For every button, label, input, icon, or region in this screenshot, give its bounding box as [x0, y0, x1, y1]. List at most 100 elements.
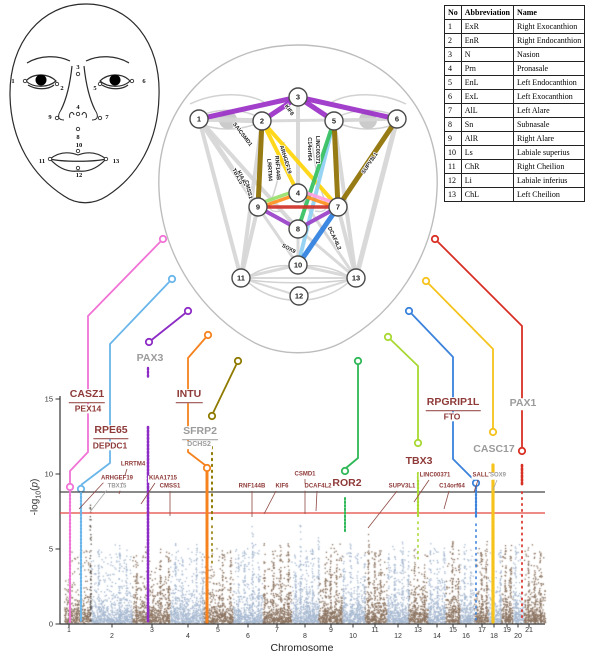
table-cell: AlL [460, 103, 514, 118]
table-cell: Subnasale [512, 117, 586, 132]
x-tick-label: 17 [478, 627, 486, 634]
x-tick-label: 15 [449, 627, 457, 634]
landmark-number: 3 [76, 64, 80, 71]
connector-circle [517, 446, 527, 456]
gene-label-small: RNF144B [237, 483, 267, 491]
x-tick-label: 3 [150, 627, 154, 634]
gene-label-small: SOX9 [488, 472, 508, 480]
network-node-number: 13 [352, 274, 360, 283]
connector-circle [203, 330, 213, 340]
connector-line [212, 360, 239, 414]
table-row: 4 Prn Pronasale [444, 61, 586, 76]
table-cell: ChR [460, 159, 514, 174]
network-edge [256, 205, 300, 267]
table-cell: 13 [444, 187, 462, 202]
landmark-number: 5 [93, 85, 97, 92]
table-cell: Right Endocanthion [512, 33, 586, 48]
gene-label: RPGRIP1L [425, 397, 481, 411]
secondary-locus-pointer [492, 479, 498, 491]
table-cell: Left Alare [512, 103, 586, 118]
gene-label-small: KIF6 [274, 483, 290, 491]
landmark-number: 10 [76, 142, 83, 149]
network-right-eyebrow [331, 94, 407, 105]
table-cell: ExL [460, 89, 514, 104]
right-eyebrow [85, 56, 130, 64]
table-row: 11 ChR Right Cheilion [444, 159, 586, 174]
table-cell: Left Endocanthion [512, 75, 586, 90]
x-tick-label: 4 [186, 633, 190, 640]
connector-circle [202, 463, 212, 473]
network-edge [296, 227, 358, 280]
x-tick-label: 18 [490, 633, 498, 640]
col-no: No [444, 5, 462, 20]
x-tick-label: 7 [275, 627, 279, 634]
table-cell: Pronasale [512, 61, 586, 76]
connector-circle [233, 356, 243, 366]
landmark-number: 2 [60, 85, 63, 92]
network-edge [336, 205, 358, 280]
table-cell: 9 [444, 131, 462, 146]
network-node-number: 3 [296, 93, 300, 102]
y-tick-label: 0 [49, 620, 53, 629]
connector-line [148, 310, 189, 343]
network-edge [353, 116, 400, 281]
network-node [248, 197, 268, 217]
nose-left-line [60, 65, 73, 111]
table-cell: N [460, 47, 514, 62]
table-row: 9 AlR Right Alare [444, 131, 586, 146]
x-tick-label: 10 [349, 633, 357, 640]
network-edge [335, 116, 400, 210]
table-cell: Right Alare [512, 131, 586, 146]
table-cell: 5 [444, 75, 462, 90]
connector-line [345, 361, 359, 469]
network-node [231, 268, 251, 288]
table-cell: Li [460, 173, 514, 188]
gene-sublabel: DEPDC1 [91, 440, 129, 451]
landmark-number: 1 [11, 78, 14, 85]
gene-label: CASC17 [472, 443, 516, 456]
landmark-number: 6 [142, 78, 146, 85]
table-cell: 10 [444, 145, 462, 160]
gene-label: PAX1 [508, 397, 538, 410]
secondary-locus-pointer [78, 481, 105, 510]
x-tick-label: 8 [303, 633, 307, 640]
x-tick-label: 14 [433, 633, 441, 640]
network-node [252, 111, 272, 131]
network-edge [239, 263, 300, 280]
table-cell: EnR [460, 33, 514, 48]
gene-label: TBX3 [404, 455, 434, 468]
gene-label-small: CSMD1 [293, 471, 317, 479]
network-edge [197, 117, 300, 231]
left-eyebrow [26, 56, 71, 64]
table-cell: 4 [444, 61, 462, 76]
gene-label: INTU [175, 389, 203, 403]
landmark-number: 4 [76, 104, 80, 111]
network-node-number: 10 [294, 261, 302, 270]
table-cell: 1 [444, 19, 462, 34]
network-node-number: 4 [296, 189, 301, 198]
secondary-locus-pointer [413, 479, 430, 503]
table-cell: 7 [444, 103, 462, 118]
network-node [387, 109, 407, 129]
network-edge [255, 118, 265, 210]
network-edge-label: LINC00371 [314, 136, 320, 164]
table-cell: Nasion [512, 47, 586, 62]
connector-circle [207, 411, 217, 421]
connector-circle [167, 274, 177, 284]
table-cell: 11 [444, 159, 462, 174]
network-edge [296, 119, 336, 231]
landmark-number: 12 [76, 172, 83, 179]
table-cell: ExR [460, 19, 514, 34]
connector-circle [340, 466, 350, 476]
landmark-table-body: 1 ExR Right Exocanthion 2 EnR Right Endocanth… [444, 19, 586, 202]
table-cell: Sn [460, 117, 514, 132]
connector-line [187, 334, 209, 466]
table-cell: Left Cheilion [512, 187, 586, 202]
network-edge [332, 117, 399, 123]
table-row: 8 Sn Subnasale [444, 117, 586, 132]
gene-label-small: CMSS1 [158, 483, 182, 491]
connector-circle [353, 356, 363, 366]
left-pupil [35, 74, 47, 86]
network-edge [298, 277, 357, 297]
